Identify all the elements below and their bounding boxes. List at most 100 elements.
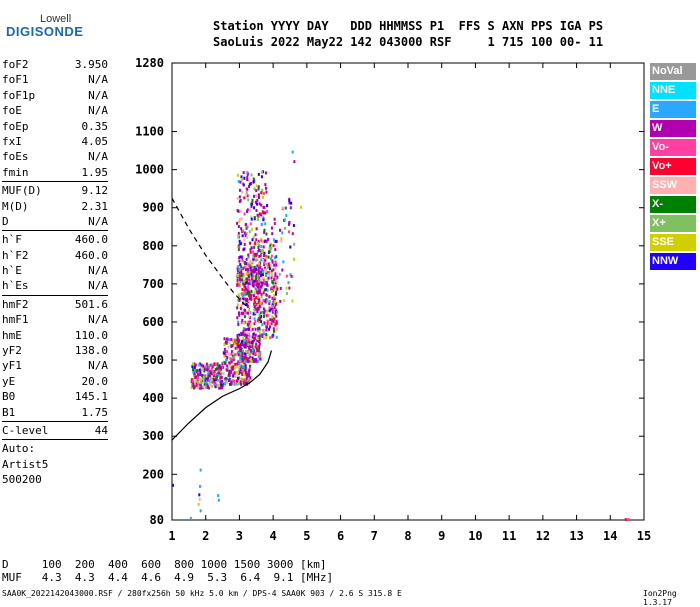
echo-point: [255, 359, 258, 363]
echo-point: [236, 306, 239, 310]
echo-point: [240, 332, 243, 336]
echo-point: [256, 303, 259, 307]
echo-point: [271, 280, 274, 284]
echo-point: [258, 344, 261, 348]
echo-point: [262, 307, 265, 311]
echo-point: [230, 338, 233, 342]
echo-point: [226, 337, 229, 341]
echo-point: [252, 177, 255, 181]
echo-point: [243, 212, 246, 216]
echo-point: [249, 320, 252, 324]
echo-point: [263, 314, 266, 318]
echo-point: [261, 335, 264, 339]
echo-point: [230, 369, 233, 373]
echo-point: [266, 299, 269, 303]
echo-point: [247, 179, 250, 183]
echo-point: [206, 373, 209, 377]
echo-point: [276, 327, 279, 331]
param-row: C-level 44: [2, 423, 108, 438]
echo-point: [237, 225, 240, 229]
echo-point: [207, 386, 210, 390]
echo-point: [265, 325, 268, 329]
echo-point: [249, 360, 252, 364]
echo-point: [205, 367, 208, 371]
echo-point: [238, 371, 241, 375]
echo-point: [228, 361, 231, 365]
echo-point: [204, 379, 207, 383]
echo-point: [271, 273, 274, 277]
echo-point: [242, 272, 245, 276]
echo-point: [260, 191, 263, 195]
echo-point: [234, 340, 237, 344]
echo-point: [274, 272, 277, 276]
echo-point: [236, 266, 239, 270]
echo-point: [237, 231, 240, 235]
echo-point: [250, 297, 253, 301]
echo-point: [272, 300, 275, 304]
echo-point: [269, 318, 272, 322]
echo-point: [249, 349, 252, 353]
echo-point: [260, 244, 263, 248]
echo-point: [241, 357, 244, 361]
echo-point: [283, 218, 286, 222]
echo-point: [243, 357, 246, 361]
echo-point: [248, 323, 251, 327]
param-name: D: [2, 214, 9, 228]
echo-point: [265, 333, 268, 337]
echo-point: [288, 201, 291, 205]
echo-point: [268, 264, 271, 268]
echo-point: [222, 360, 225, 364]
header-line-2: SaoLuis 2022 May22 142 043000 RSF 1 715 …: [213, 35, 604, 49]
echo-point: [192, 362, 195, 366]
echo-point: [246, 277, 249, 281]
echo-point: [194, 368, 197, 372]
echo-point: [268, 295, 271, 299]
echo-point: [257, 359, 260, 363]
x-tick-label: 3: [236, 529, 243, 543]
echo-point: [253, 206, 256, 210]
echo-point: [261, 195, 264, 199]
echo-point: [243, 265, 246, 269]
echo-point: [257, 243, 260, 247]
param-row: fxI 4.05: [2, 134, 108, 149]
echo-point: [243, 321, 246, 325]
echo-point: [247, 253, 250, 257]
echo-point: [271, 307, 274, 311]
echo-point: [261, 310, 264, 314]
echo-point: [228, 341, 231, 345]
y-tick-label: 800: [142, 239, 164, 253]
echo-point: [274, 240, 277, 244]
param-value: 44: [94, 423, 108, 437]
echo-point: [212, 377, 215, 381]
legend-item: SSW: [650, 177, 696, 194]
echo-point: [241, 276, 244, 280]
echo-point: [199, 381, 202, 385]
echo-point: [243, 288, 246, 292]
echo-point: [239, 180, 242, 184]
echo-point: [216, 368, 219, 372]
echo-point: [273, 297, 276, 301]
legend-item: Vo-: [650, 139, 696, 156]
echo-point: [234, 362, 237, 366]
echo-point: [251, 356, 254, 360]
echo-point: [247, 291, 250, 295]
echo-point: [204, 377, 207, 381]
echo-point: [263, 251, 266, 255]
echo-point: [242, 378, 245, 382]
echo-point: [251, 198, 254, 202]
echo-point: [249, 182, 252, 186]
echo-point: [221, 365, 224, 369]
echo-point: [250, 282, 253, 286]
echo-point: [259, 266, 262, 270]
echo-point: [204, 365, 207, 369]
echo-point: [244, 268, 247, 272]
param-name: foE: [2, 104, 22, 118]
echo-point: [237, 362, 240, 366]
echo-point: [213, 362, 216, 366]
echo-point: [263, 205, 266, 209]
echo-point: [199, 383, 202, 387]
param-name: h`F: [2, 233, 22, 247]
echo-point: [252, 274, 255, 278]
echo-point: [255, 184, 258, 188]
echo-point: [230, 380, 233, 384]
